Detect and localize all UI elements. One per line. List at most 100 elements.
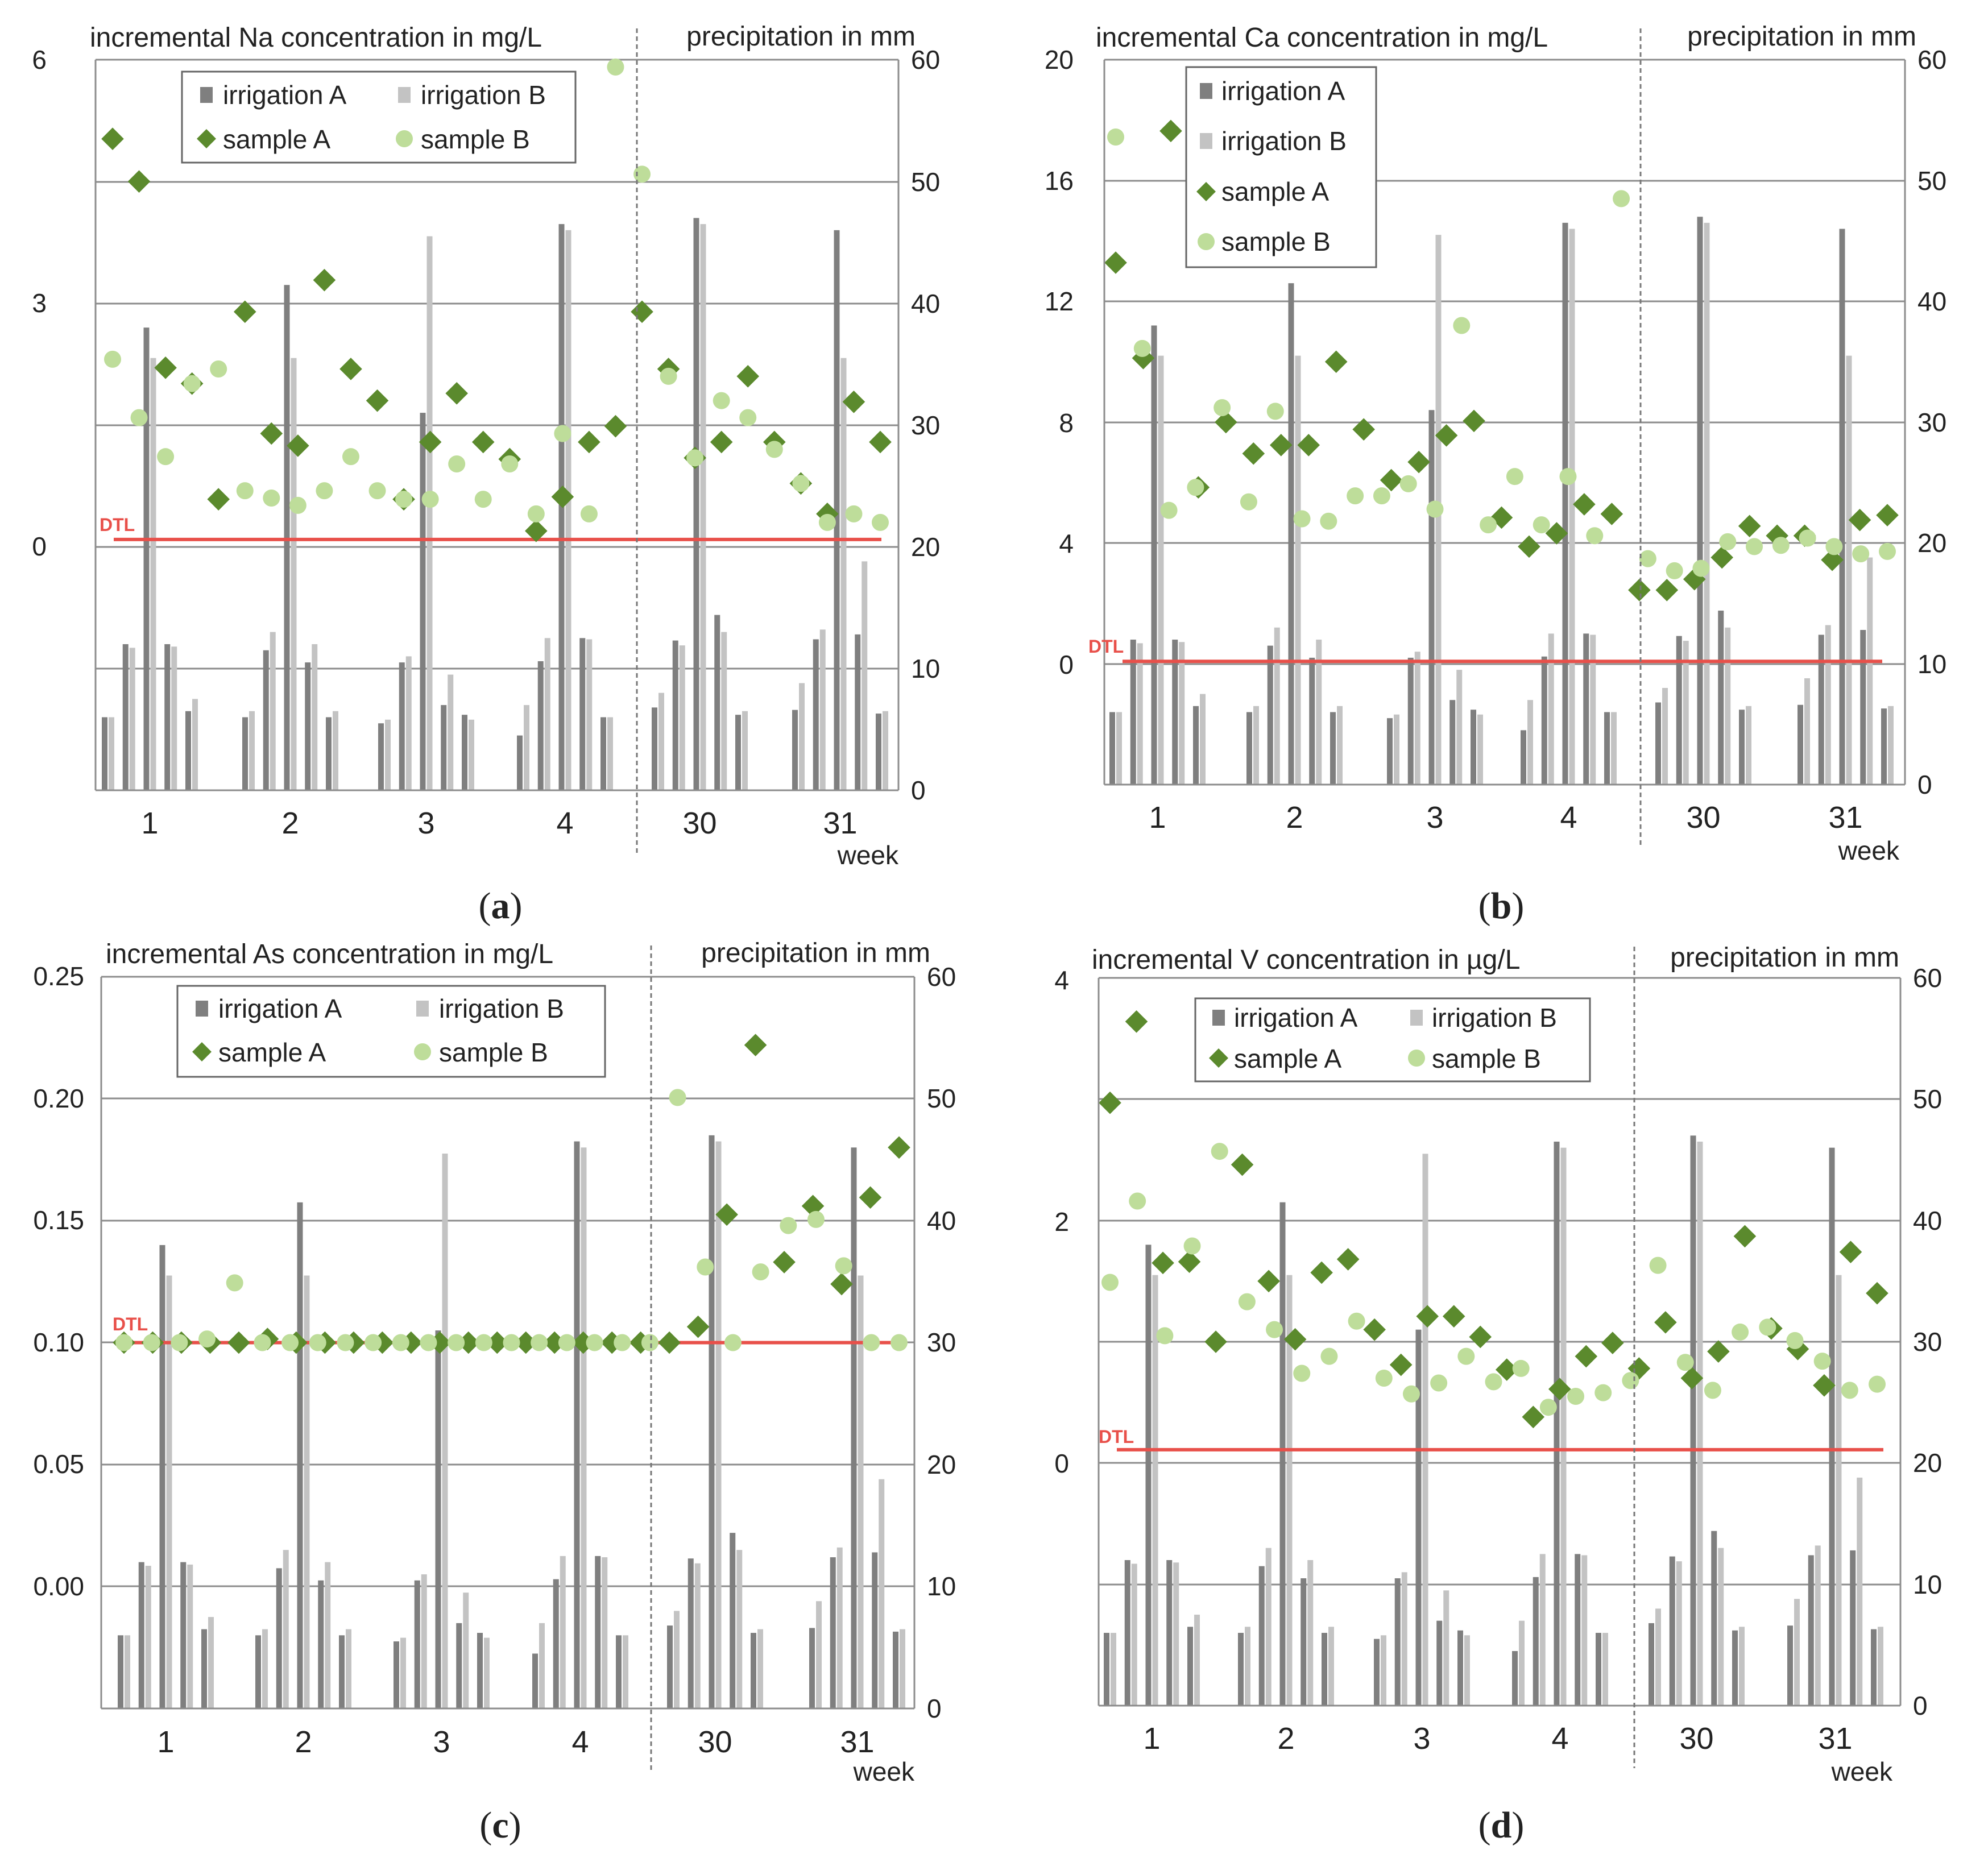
as-bar-irrigation-b <box>900 1629 905 1708</box>
as-point-sample-b <box>780 1217 797 1234</box>
as-panel-letter: c <box>492 1805 508 1846</box>
as-bar-irrigation-a <box>532 1653 538 1708</box>
as-bar-irrigation-a <box>667 1625 673 1708</box>
as-legend-marker-sample-a <box>192 1042 212 1061</box>
ca-bar-irrigation-b <box>1725 627 1731 785</box>
ca-point-sample-b <box>1213 399 1231 416</box>
as-x-tick-31: 31 <box>840 1725 874 1759</box>
na-point-sample-b <box>289 496 307 514</box>
na-bar-irrigation-a <box>855 634 861 790</box>
v-bar-irrigation-b <box>1857 1477 1863 1706</box>
as-point-sample-b <box>475 1334 492 1351</box>
ca-bar-irrigation-a <box>1428 410 1435 785</box>
as-bar-irrigation-b <box>674 1611 680 1708</box>
as-sample-b-points <box>115 1089 908 1351</box>
v-point-sample-b <box>1293 1365 1311 1382</box>
na-point-sample-b <box>236 482 254 500</box>
na-point-sample-a <box>127 170 151 193</box>
as-left-tick-020: 0.20 <box>33 1084 84 1113</box>
na-panel-letter: a <box>491 885 510 927</box>
as-legend-swatch-irrigation-b <box>416 1001 429 1017</box>
na-x-tick-3: 3 <box>417 806 434 840</box>
v-point-sample-a <box>1310 1261 1333 1284</box>
na-point-sample-a <box>419 430 442 454</box>
v-point-sample-a <box>1257 1270 1280 1293</box>
na-point-sample-b <box>765 441 783 458</box>
v-point-sample-a <box>1601 1332 1624 1354</box>
as-bar-irrigation-a <box>477 1633 483 1708</box>
v-right-tick-0: 0 <box>1913 1691 1928 1720</box>
ca-point-sample-b <box>1879 542 1896 560</box>
na-right-tick-20: 20 <box>911 532 940 562</box>
as-x-tick-3: 3 <box>433 1725 450 1759</box>
na-point-sample-b <box>713 392 730 409</box>
v-bar-irrigation-b <box>1131 1563 1137 1706</box>
v-bar-irrigation-a <box>1649 1623 1654 1706</box>
as-x-ticks: 1 2 3 4 30 31 <box>157 1725 874 1759</box>
ca-bar-irrigation-b <box>1316 640 1322 785</box>
ca-axes <box>1103 60 1906 786</box>
as-bar-irrigation-a <box>297 1202 303 1708</box>
as-legend-sample-a: sample A <box>218 1038 326 1067</box>
na-point-sample-b <box>395 491 413 508</box>
na-bar-irrigation-a <box>242 717 248 790</box>
ca-point-sample-a <box>1518 535 1540 558</box>
v-point-sample-a <box>1866 1281 1888 1305</box>
v-point-sample-b <box>1238 1293 1256 1310</box>
v-bar-irrigation-b <box>1381 1635 1386 1706</box>
na-point-sample-b <box>818 513 836 531</box>
v-bar-irrigation-b <box>1245 1627 1250 1706</box>
as-point-sample-b <box>309 1334 326 1351</box>
v-bar-irrigation-a <box>1711 1531 1717 1706</box>
ca-bar-irrigation-a <box>1881 708 1887 785</box>
na-point-sample-b <box>607 58 624 76</box>
as-bar-irrigation-b <box>623 1635 628 1708</box>
as-bar-irrigation-a <box>595 1556 601 1708</box>
as-point-sample-b <box>392 1334 409 1351</box>
as-point-sample-b <box>558 1334 575 1351</box>
na-bar-irrigation-b <box>658 692 664 790</box>
v-left-tick-0: 0 <box>1054 1449 1069 1478</box>
as-bar-irrigation-b <box>757 1629 763 1708</box>
as-bar-irrigation-a <box>180 1562 187 1708</box>
v-point-sample-b <box>1183 1237 1201 1255</box>
as-right-tick-40: 40 <box>927 1206 956 1235</box>
v-point-sample-b <box>1622 1372 1639 1390</box>
ca-bar-irrigation-a <box>1267 645 1273 785</box>
ca-bar-irrigation-a <box>1718 611 1724 785</box>
na-bar-irrigation-b <box>840 358 847 790</box>
ca-bar-irrigation-a <box>1246 712 1252 785</box>
v-dtl-label: DTL <box>1099 1426 1134 1447</box>
na-bar-irrigation-a <box>537 661 544 790</box>
na-bar-irrigation-b <box>448 674 454 790</box>
na-bar-irrigation-b <box>799 683 805 790</box>
na-x-tick-30: 30 <box>682 806 716 840</box>
v-point-sample-a <box>1813 1374 1836 1397</box>
na-bar-irrigation-a <box>399 662 405 790</box>
as-legend-irrigation-b: irrigation B <box>439 994 564 1023</box>
na-legend-sample-a: sample A <box>223 125 331 154</box>
as-bar-irrigation-b <box>836 1547 843 1708</box>
ca-bar-irrigation-b <box>1116 712 1122 785</box>
as-point-sample-b <box>697 1258 714 1276</box>
v-left-tick-2: 2 <box>1054 1207 1069 1237</box>
as-bar-irrigation-b <box>187 1564 193 1708</box>
ca-bar-irrigation-b <box>1569 229 1575 785</box>
ca-right-tick-20: 20 <box>1917 528 1946 558</box>
na-bar-irrigation-b <box>150 358 156 790</box>
v-bar-irrigation-a <box>1166 1560 1173 1706</box>
as-point-sample-b <box>752 1263 769 1281</box>
na-point-sample-a <box>260 422 283 445</box>
na-point-sample-a <box>445 382 468 405</box>
v-point-sample-b <box>1704 1382 1721 1399</box>
v-bar-irrigation-b <box>1265 1548 1272 1706</box>
v-point-sample-a <box>1099 1091 1121 1114</box>
v-point-sample-b <box>1732 1323 1749 1341</box>
v-point-sample-b <box>1594 1384 1612 1401</box>
v-point-sample-b <box>1430 1374 1448 1392</box>
ca-point-sample-b <box>1426 500 1444 518</box>
na-panel-label: (a) <box>479 885 523 927</box>
na-bar-irrigation-b <box>721 632 727 790</box>
na-legend-swatch-irrigation-b <box>398 87 411 103</box>
as-bar-irrigation-a <box>751 1633 756 1708</box>
